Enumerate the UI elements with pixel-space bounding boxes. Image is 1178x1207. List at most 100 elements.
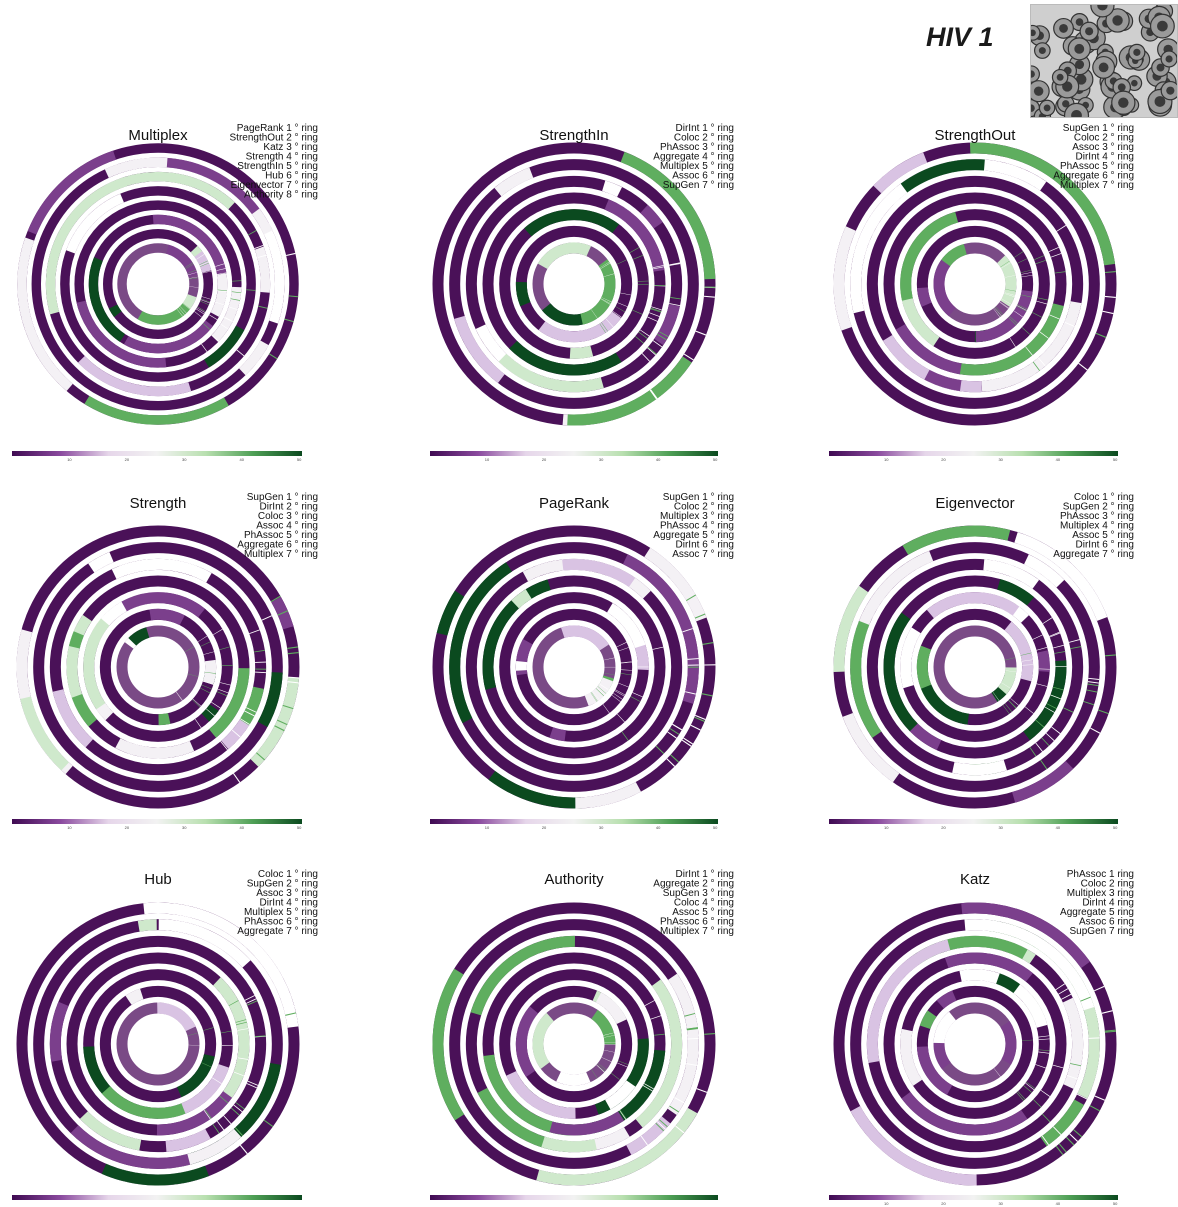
colorbar <box>12 819 302 824</box>
ring-segment <box>482 579 551 690</box>
ring-tick <box>235 1102 245 1110</box>
ring-legend-label: SupGen 2 ° ring <box>1063 502 1134 513</box>
ring-segment <box>181 1097 198 1114</box>
ring-5 <box>900 592 1050 742</box>
ring-legend-label: Katz 3 ° ring <box>263 142 318 153</box>
colorbar-tick: 50 <box>297 825 302 830</box>
ring-segment <box>995 973 1021 994</box>
ring-segment <box>1023 660 1067 741</box>
ring-legend-label: SupGen 3 ° ring <box>663 888 734 899</box>
colorbar-tick: 50 <box>297 457 302 462</box>
ring-segment <box>210 273 228 317</box>
ring-legend-label: SupGen 1 ° ring <box>247 492 318 503</box>
ring-tick <box>666 758 676 767</box>
ring-6 <box>916 608 1034 726</box>
ring-segment <box>1004 621 1034 682</box>
ring-8 <box>117 243 199 325</box>
ring-tick <box>650 389 658 399</box>
ring-6 <box>99 985 217 1103</box>
ring-segment <box>158 713 171 726</box>
ring-legend-label: Aggregate 6 ° ring <box>1053 171 1134 182</box>
colorbar <box>430 451 718 456</box>
colorbar-tick: 10 <box>485 825 490 830</box>
ring-segment <box>454 315 505 384</box>
ring-tick <box>1041 1135 1050 1146</box>
ring-segment <box>541 1136 597 1153</box>
ring-tick <box>669 1105 679 1113</box>
ring-segment <box>79 1111 142 1151</box>
ring-1 <box>17 143 299 425</box>
colorbar <box>430 1195 718 1200</box>
ring-legend-label: Assoc 3 ° ring <box>256 888 318 899</box>
ring-legend-label: DirInt 1 ° ring <box>676 123 734 134</box>
virion-core <box>1156 63 1165 72</box>
ring-3 <box>866 935 1084 1153</box>
ring-tick <box>263 1119 274 1128</box>
ring-tick <box>1045 732 1055 742</box>
ring-1 <box>16 902 300 1186</box>
panel-title: Strength <box>130 495 187 512</box>
ring-legend-label: SupGen 7 ring <box>1070 926 1135 937</box>
ring-segment <box>936 990 957 1009</box>
virion-core <box>1112 15 1123 26</box>
ring-legend-label: Assoc 7 ° ring <box>672 549 734 560</box>
colorbar-tick: 40 <box>656 457 661 462</box>
ring-segment <box>654 303 680 346</box>
colorbar-tick: 30 <box>182 457 187 462</box>
ring-legend-label: DirInt 4 ° ring <box>1076 152 1134 163</box>
ring-legend-label: Coloc 2 ° ring <box>1074 133 1134 144</box>
microscopy-image <box>1030 4 1178 118</box>
ring-segment <box>88 257 126 342</box>
ring-1 <box>16 525 300 809</box>
ring-tick <box>1051 1127 1060 1137</box>
virion-core <box>1131 79 1138 87</box>
ring-5 <box>900 969 1050 1119</box>
ring-tick <box>236 349 245 357</box>
ring-6 <box>916 225 1034 343</box>
ring-3 <box>49 558 267 776</box>
ring-tick <box>216 1120 225 1131</box>
ring-tick <box>670 754 680 763</box>
ring-7 <box>933 242 1017 326</box>
ring-legend-label: Multiplex 7 ° ring <box>660 926 734 937</box>
ring-legend-label: Aggregate 4 ° ring <box>653 152 734 163</box>
ring-6 <box>515 225 633 343</box>
ring-segment <box>916 287 932 307</box>
ring-5 <box>499 209 649 359</box>
ring-segment <box>538 321 559 339</box>
virion-core <box>1133 48 1141 56</box>
ring-tick <box>234 1127 244 1137</box>
colorbar-tick: 50 <box>713 457 718 462</box>
ring-segment <box>76 300 167 368</box>
ring-legend-label: Aggregate 5 ring <box>1060 907 1134 918</box>
ring-segment <box>933 259 957 317</box>
ring-legend-label: SupGen 2 ° ring <box>247 879 318 890</box>
ring-segment <box>562 558 636 587</box>
ring-segment <box>432 968 465 1121</box>
panel-title: Multiplex <box>128 127 188 144</box>
ring-legend-label: Assoc 5 ° ring <box>672 907 734 918</box>
ring-2 <box>31 157 285 411</box>
ring-segment <box>165 244 198 278</box>
ring-tick <box>1052 1126 1062 1135</box>
ring-segment <box>902 525 1011 555</box>
ring-segment <box>919 1010 937 1030</box>
ring-legend-label: DirInt 6 ° ring <box>1076 540 1134 551</box>
ring-segment <box>1023 554 1065 588</box>
ring-segment <box>644 547 707 622</box>
panel-title: PageRank <box>539 495 610 512</box>
ring-segment <box>997 579 1035 606</box>
ring-segment <box>604 1080 636 1110</box>
ring-4 <box>482 192 666 376</box>
ring-4 <box>60 186 256 382</box>
ring-tick <box>658 1119 668 1128</box>
ring-segment <box>202 659 217 685</box>
ring-2 <box>850 159 1100 409</box>
ring-tick <box>1051 726 1061 734</box>
colorbar-tick: 20 <box>941 457 946 462</box>
panel-title: Hub <box>144 871 172 888</box>
ring-legend-label: PhAssoc 5 ° ring <box>1060 161 1134 172</box>
ring-2 <box>449 919 699 1169</box>
